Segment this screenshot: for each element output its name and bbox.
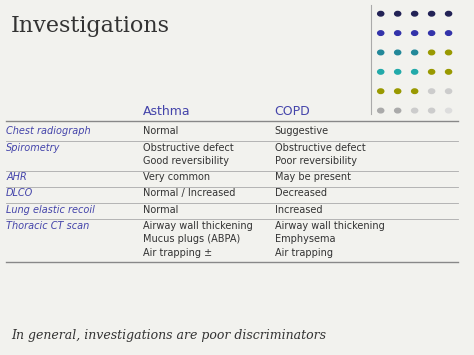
Circle shape	[411, 11, 418, 16]
Text: Spirometry: Spirometry	[6, 143, 61, 153]
Circle shape	[378, 89, 384, 93]
Circle shape	[446, 70, 452, 74]
Circle shape	[446, 108, 452, 113]
Text: Very common: Very common	[143, 172, 210, 182]
Circle shape	[378, 70, 384, 74]
Text: Investigations: Investigations	[11, 16, 170, 38]
Circle shape	[428, 108, 435, 113]
Circle shape	[395, 70, 401, 74]
Text: Obstructive defect: Obstructive defect	[143, 143, 234, 153]
Text: Air trapping: Air trapping	[275, 247, 333, 258]
Text: Mucus plugs (ABPA): Mucus plugs (ABPA)	[143, 234, 240, 244]
Circle shape	[428, 70, 435, 74]
Circle shape	[411, 31, 418, 36]
Circle shape	[395, 50, 401, 55]
Text: Chest radiograph: Chest radiograph	[6, 126, 91, 136]
Circle shape	[411, 89, 418, 93]
Circle shape	[428, 11, 435, 16]
Text: Normal: Normal	[143, 126, 178, 136]
Circle shape	[378, 31, 384, 36]
Text: Asthma: Asthma	[143, 105, 191, 118]
Circle shape	[446, 50, 452, 55]
Circle shape	[378, 108, 384, 113]
Circle shape	[395, 31, 401, 36]
Text: Airway wall thickening: Airway wall thickening	[143, 221, 253, 231]
Text: Lung elastic recoil: Lung elastic recoil	[6, 204, 95, 215]
Text: Airway wall thickening: Airway wall thickening	[275, 221, 384, 231]
Circle shape	[428, 89, 435, 93]
Circle shape	[411, 50, 418, 55]
Circle shape	[378, 50, 384, 55]
Circle shape	[395, 11, 401, 16]
Circle shape	[446, 11, 452, 16]
Text: Obstructive defect: Obstructive defect	[275, 143, 365, 153]
Text: Emphysema: Emphysema	[275, 234, 335, 244]
Circle shape	[428, 31, 435, 36]
Circle shape	[395, 89, 401, 93]
Text: Air trapping ±: Air trapping ±	[143, 247, 212, 258]
Circle shape	[446, 89, 452, 93]
Circle shape	[378, 11, 384, 16]
Circle shape	[428, 50, 435, 55]
Circle shape	[446, 31, 452, 36]
Text: Thoracic CT scan: Thoracic CT scan	[6, 221, 90, 231]
Text: DLCO: DLCO	[6, 189, 33, 198]
Text: Increased: Increased	[275, 204, 322, 215]
Text: Normal / Increased: Normal / Increased	[143, 189, 235, 198]
Circle shape	[395, 108, 401, 113]
Circle shape	[411, 108, 418, 113]
Text: COPD: COPD	[275, 105, 310, 118]
Text: AHR: AHR	[6, 172, 27, 182]
Text: Suggestive: Suggestive	[275, 126, 329, 136]
Text: May be present: May be present	[275, 172, 351, 182]
Circle shape	[411, 70, 418, 74]
Text: Poor reversibility: Poor reversibility	[275, 156, 357, 166]
Text: Normal: Normal	[143, 204, 178, 215]
Text: In general, investigations are poor discriminators: In general, investigations are poor disc…	[11, 329, 326, 342]
Text: Good reversibility: Good reversibility	[143, 156, 229, 166]
Text: Decreased: Decreased	[275, 189, 327, 198]
